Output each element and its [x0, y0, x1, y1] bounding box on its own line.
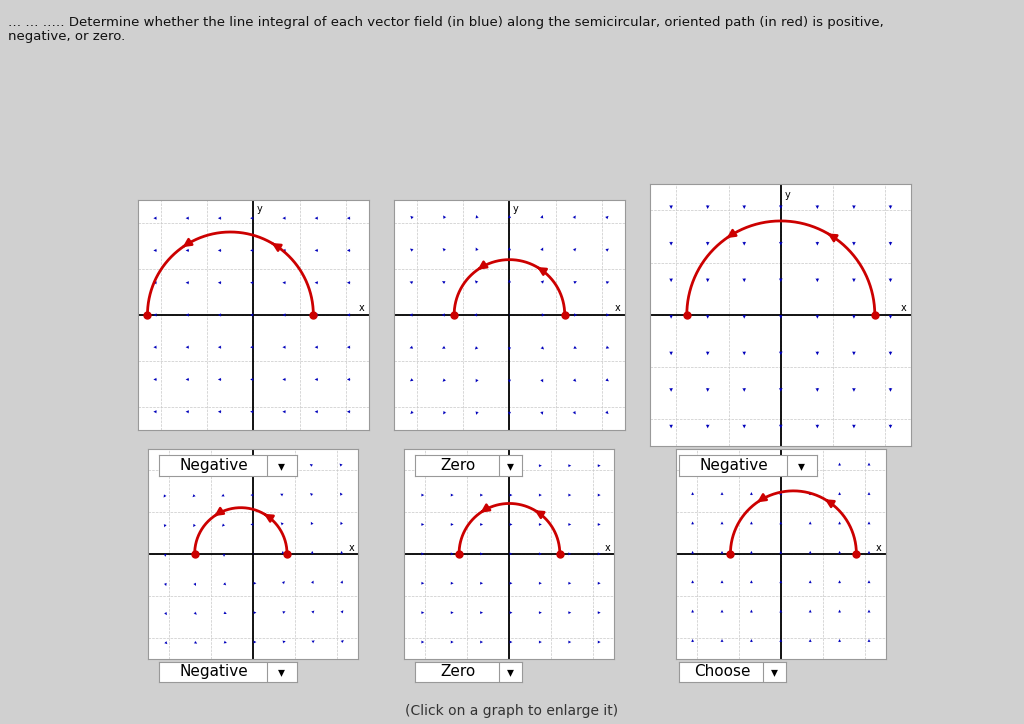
Text: ▾: ▾	[771, 665, 778, 679]
Text: ▾: ▾	[507, 665, 514, 679]
Text: ▾: ▾	[507, 459, 514, 473]
Text: y: y	[785, 190, 791, 200]
Text: Negative: Negative	[179, 665, 249, 679]
Text: ▾: ▾	[279, 459, 286, 473]
Text: y: y	[784, 453, 790, 463]
Text: ․․․ ․․․ ․․․․․ Determine whether the line integral of each vector field (in blue): ․․․ ․․․ ․․․․․ Determine whether the line…	[8, 16, 884, 29]
Text: ▾: ▾	[279, 665, 286, 679]
Text: negative, or zero.: negative, or zero.	[8, 30, 126, 43]
Text: Zero: Zero	[440, 665, 475, 679]
Text: Negative: Negative	[179, 458, 249, 473]
Text: x: x	[614, 303, 621, 313]
Text: y: y	[257, 204, 263, 214]
Text: y: y	[257, 453, 262, 463]
Text: x: x	[876, 542, 882, 552]
Text: y: y	[513, 453, 518, 463]
Text: ▾: ▾	[799, 459, 806, 473]
Text: Choose: Choose	[693, 665, 751, 679]
Text: x: x	[604, 542, 610, 552]
Text: (Click on a graph to enlarge it): (Click on a graph to enlarge it)	[406, 704, 618, 718]
Text: Negative: Negative	[699, 458, 769, 473]
Text: x: x	[358, 303, 365, 313]
Text: Zero: Zero	[440, 458, 475, 473]
Text: x: x	[348, 542, 354, 552]
Text: y: y	[513, 204, 519, 214]
Text: x: x	[900, 303, 906, 313]
